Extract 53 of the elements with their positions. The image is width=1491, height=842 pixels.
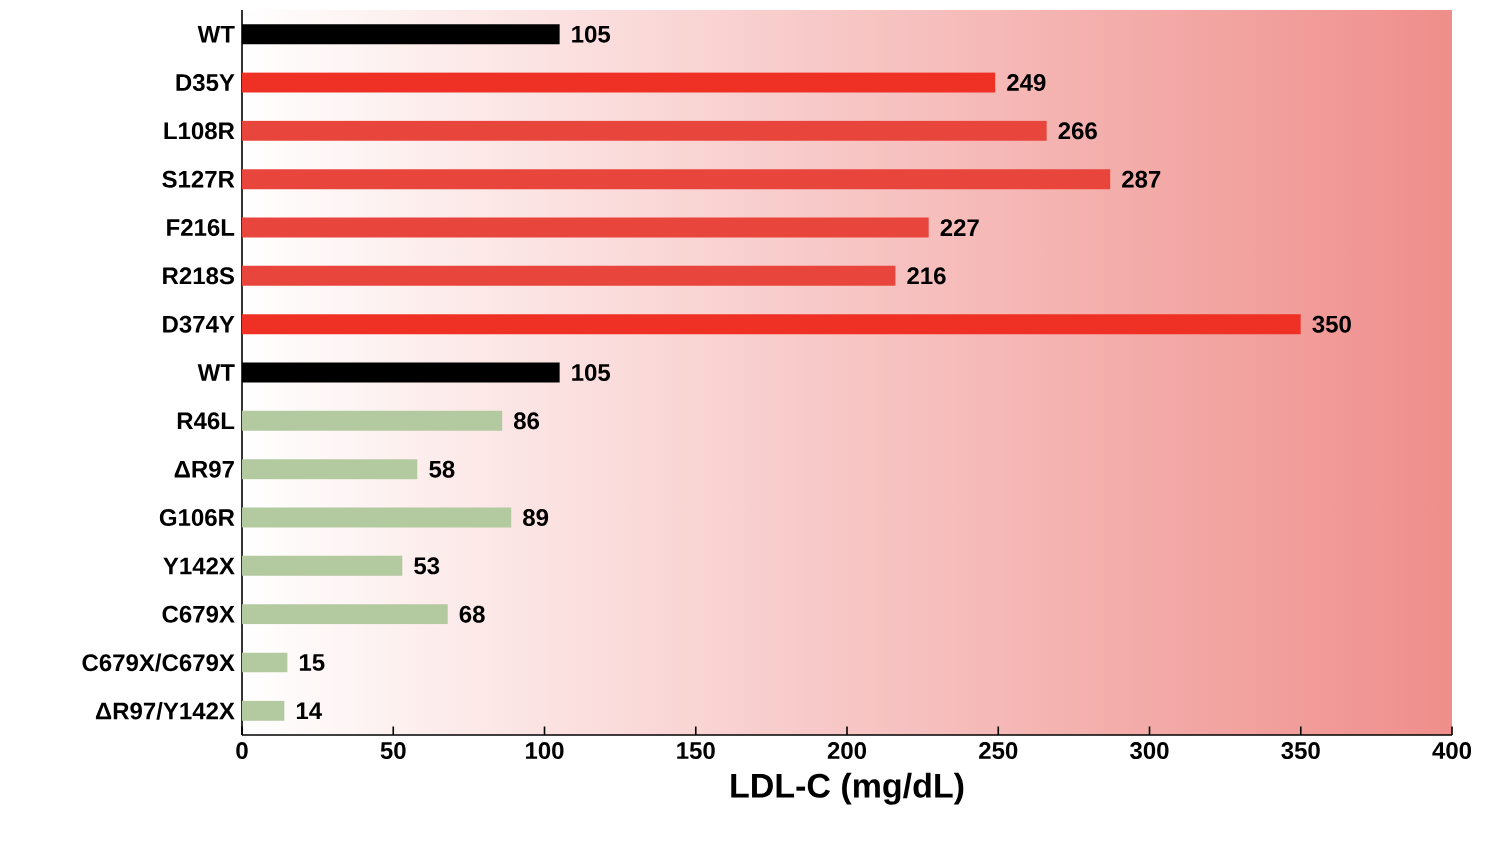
bar <box>242 507 512 528</box>
y-tick-label: Y142X <box>163 557 235 575</box>
y-tick-label: ΔR97/Y142X <box>95 701 235 720</box>
data-label: 249 <box>1007 74 1046 91</box>
bar <box>242 459 418 480</box>
x-tick-label: 300 <box>1130 742 1169 760</box>
x-tick-label: 400 <box>1432 742 1472 760</box>
data-label: 350 <box>1312 315 1351 333</box>
y-tick-label: WT <box>197 364 235 381</box>
y-tick-label: G106R <box>159 509 235 526</box>
x-tick-label: 50 <box>380 742 406 760</box>
data-label: 58 <box>429 460 455 478</box>
bar <box>242 265 896 286</box>
bar <box>242 120 1047 141</box>
y-tick-label: C679X <box>162 605 235 623</box>
bar <box>242 217 929 238</box>
bar <box>242 410 503 431</box>
bar <box>242 169 1111 190</box>
x-tick-label: 250 <box>979 742 1018 760</box>
y-tick-label: F216L <box>167 219 235 236</box>
y-tick-label: D374Y <box>163 315 235 333</box>
data-label: 266 <box>1058 122 1097 140</box>
x-tick-label: 150 <box>677 742 715 760</box>
bar <box>242 314 1301 335</box>
y-tick-label: L108R <box>164 122 235 140</box>
y-tick-label: S127R <box>162 170 235 188</box>
data-label: 227 <box>940 219 979 236</box>
data-label: 105 <box>572 25 611 43</box>
x-tick-label: 350 <box>1281 742 1320 760</box>
data-label: 53 <box>414 557 440 575</box>
bar <box>242 652 288 673</box>
y-tick-label: R218S <box>163 267 234 285</box>
data-label: 89 <box>523 509 549 526</box>
y-tick-label: WT <box>197 25 235 43</box>
data-label: 15 <box>299 654 325 671</box>
x-tick-label: 0 <box>236 742 248 760</box>
data-label: 105 <box>572 364 611 381</box>
data-label: 216 <box>907 267 946 285</box>
x-tick-label: 100 <box>525 742 564 760</box>
data-label: 86 <box>513 412 540 430</box>
y-tick-label: ΔR97 <box>174 460 234 478</box>
data-label: 287 <box>1122 170 1161 188</box>
x-axis-title: LDL-C (mg/dL) <box>731 772 964 805</box>
y-tick-label: D35Y <box>176 74 235 92</box>
bar <box>242 604 448 625</box>
bar <box>242 555 403 576</box>
bar <box>242 72 996 93</box>
data-label: 68 <box>459 605 485 623</box>
bar <box>242 700 285 721</box>
x-tick-label: 200 <box>827 742 867 760</box>
data-label: 14 <box>296 702 322 720</box>
y-tick-label: R46L <box>177 412 235 430</box>
y-tick-label: C679X/C679X <box>82 653 235 672</box>
